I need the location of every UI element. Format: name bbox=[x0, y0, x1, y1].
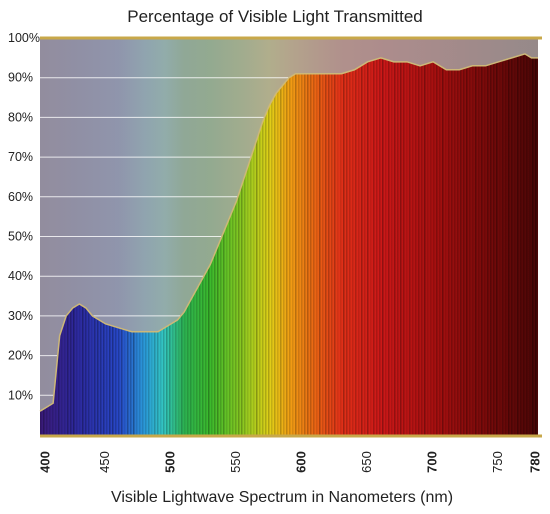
transmission-fill bbox=[40, 53, 538, 435]
x-tick-label: 550 bbox=[228, 451, 243, 473]
y-tick-label: 20% bbox=[8, 349, 33, 363]
y-axis-ticks: 10% 20% 30% 40% 50% 60% 70% 80% 90% 100% bbox=[8, 31, 40, 402]
x-tick-label: 750 bbox=[490, 451, 505, 473]
y-tick-label: 80% bbox=[8, 110, 33, 124]
chart-title: Percentage of Visible Light Transmitted bbox=[127, 7, 422, 26]
y-tick-label: 100% bbox=[8, 31, 40, 45]
y-tick-label: 90% bbox=[8, 71, 33, 85]
x-tick-label: 400 bbox=[37, 451, 52, 473]
y-tick-label: 40% bbox=[8, 269, 33, 283]
x-tick-label: 780 bbox=[527, 451, 542, 473]
plot-frame bbox=[40, 36, 542, 438]
x-tick-label: 500 bbox=[162, 451, 177, 473]
y-tick-label: 60% bbox=[8, 190, 33, 204]
y-tick-label: 50% bbox=[8, 230, 33, 244]
y-tick-label: 10% bbox=[8, 388, 33, 402]
x-axis-label: Visible Lightwave Spectrum in Nanometers… bbox=[111, 489, 453, 506]
transmission-line bbox=[39, 53, 538, 412]
x-tick-label: 600 bbox=[294, 451, 309, 473]
x-tick-label: 650 bbox=[359, 451, 374, 473]
y-tick-label: 30% bbox=[8, 309, 33, 323]
x-tick-label: 450 bbox=[97, 451, 112, 473]
y-tick-label: 70% bbox=[8, 150, 33, 164]
x-tick-label: 700 bbox=[425, 451, 440, 473]
x-axis-ticks: 400 450 500 550 600 650 700 750 780 bbox=[37, 451, 542, 473]
